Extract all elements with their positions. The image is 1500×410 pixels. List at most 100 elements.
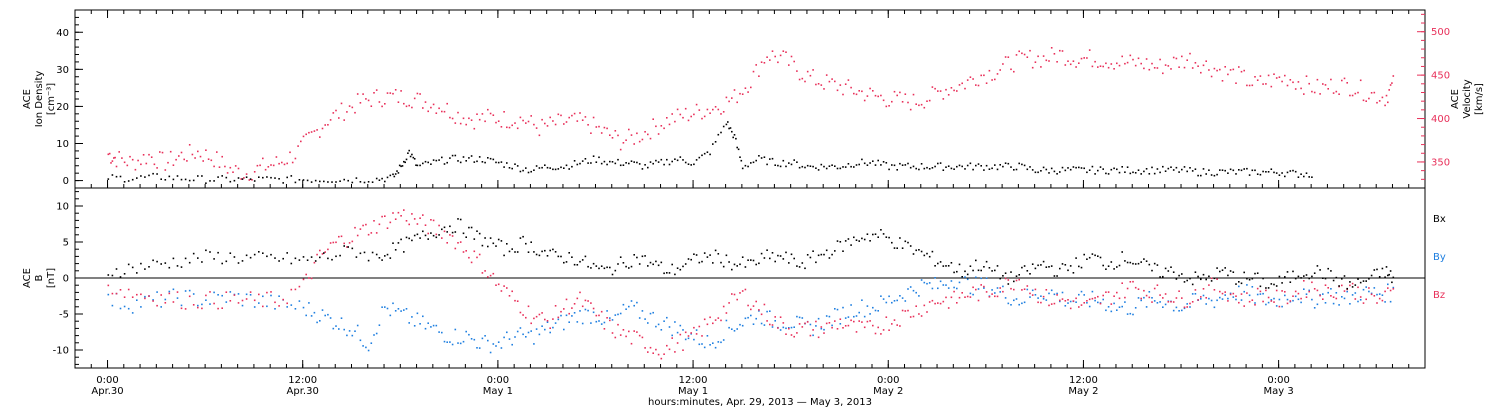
bx-series-point	[1324, 277, 1327, 280]
bz-series-point	[836, 328, 839, 330]
density-series-point	[396, 170, 398, 172]
by-series-point	[375, 332, 378, 335]
bz-series-point	[912, 315, 915, 318]
density-series-point	[397, 172, 400, 174]
by-series-point	[237, 293, 240, 295]
density-series-point	[636, 161, 638, 164]
velocity-series-point	[1322, 83, 1324, 85]
bx-series-point	[249, 256, 252, 259]
density-series-point	[1205, 173, 1207, 175]
density-series-point	[560, 166, 562, 169]
velocity-series-point	[755, 64, 757, 66]
density-series-point	[931, 167, 934, 169]
by-series-point	[180, 304, 183, 307]
bx-series-point	[1210, 280, 1213, 282]
velocity-series-point	[980, 74, 982, 77]
velocity-series-point	[375, 89, 378, 91]
velocity-series-point	[156, 167, 158, 169]
by-series-point	[1159, 301, 1161, 303]
velocity-series-point	[644, 131, 646, 133]
velocity-series-point	[606, 127, 608, 130]
by-series-point	[714, 346, 717, 349]
bz-series-point	[636, 331, 638, 333]
density-series-point	[1029, 166, 1031, 168]
bz-series-point	[308, 277, 310, 279]
velocity-series-point	[108, 152, 111, 155]
bz-series-point	[874, 332, 877, 335]
by-series-point	[652, 311, 654, 314]
bz-series-point	[1186, 306, 1188, 308]
density-series-point	[820, 163, 823, 166]
bx-series-point	[912, 253, 915, 255]
bx-series-point	[1238, 281, 1240, 283]
by-series-point	[850, 304, 852, 306]
bx-series-point	[698, 261, 701, 264]
by-series-point	[1278, 298, 1281, 301]
density-series-point	[355, 177, 358, 179]
velocity-series-point	[1213, 67, 1216, 70]
density-series-point	[666, 158, 668, 161]
bx-series-point	[487, 245, 489, 248]
density-series-point	[449, 157, 451, 159]
time-tick-label: 12:00	[288, 375, 317, 386]
bx-series-point	[470, 226, 473, 229]
velocity-series-point	[348, 105, 351, 107]
by-series-point	[302, 306, 305, 309]
density-series-point	[465, 160, 467, 162]
velocity-series-point	[435, 112, 438, 114]
by-series-point	[197, 304, 199, 307]
by-series-point	[999, 291, 1001, 293]
bz-series-point	[712, 322, 714, 325]
bx-series-point	[1072, 272, 1075, 274]
velocity-series-point	[953, 89, 955, 92]
by-series-point	[527, 331, 530, 334]
density-series-point	[411, 153, 413, 156]
velocity-series-point	[638, 140, 641, 143]
bz-series-point	[1010, 287, 1012, 290]
bz-series-point	[419, 217, 421, 219]
by-series-point	[866, 305, 869, 307]
bx-series-point	[1129, 261, 1132, 264]
bx-series-point	[511, 248, 513, 250]
velocity-series-point	[714, 106, 717, 108]
density-series-point	[413, 158, 416, 160]
velocity-series-point	[234, 165, 237, 167]
velocity-series-point	[430, 106, 432, 109]
velocity-series-point	[568, 116, 570, 119]
density-series-point	[1213, 174, 1216, 177]
by-series-point	[1075, 301, 1077, 303]
bx-series-point	[506, 243, 508, 245]
bz-series-point	[584, 299, 587, 302]
velocity-series-point	[544, 122, 546, 125]
density-series-point	[394, 173, 397, 175]
velocity-series-point	[449, 116, 451, 119]
bx-series-point	[274, 257, 276, 259]
density-tick-label: 20	[56, 102, 69, 113]
bz-series-point	[354, 226, 356, 229]
bz-series-point	[823, 332, 825, 334]
bx-series-point	[168, 266, 171, 269]
by-series-point	[647, 322, 649, 324]
velocity-series-point	[1224, 66, 1226, 68]
density-series-point	[584, 158, 587, 160]
by-series-point	[389, 314, 392, 317]
bx-series-point	[806, 254, 809, 256]
velocity-series-point	[262, 157, 264, 160]
by-series-point	[140, 306, 142, 308]
velocity-series-point	[1391, 82, 1393, 84]
density-series-point	[552, 168, 554, 171]
bz-series-point	[438, 224, 440, 227]
density-series-point	[522, 169, 524, 172]
by-series-point	[1194, 293, 1197, 295]
by-series-point	[790, 326, 793, 329]
bz-series-point	[820, 326, 823, 328]
by-series-point	[836, 308, 839, 311]
velocity-series-point	[893, 90, 896, 93]
density-series-point	[741, 167, 744, 170]
velocity-series-point	[1305, 75, 1308, 77]
density-series-point	[828, 165, 831, 167]
velocity-series-point	[806, 70, 809, 73]
density-series-point	[590, 162, 592, 164]
density-series-point	[712, 143, 714, 145]
bx-series-point	[1002, 275, 1004, 277]
